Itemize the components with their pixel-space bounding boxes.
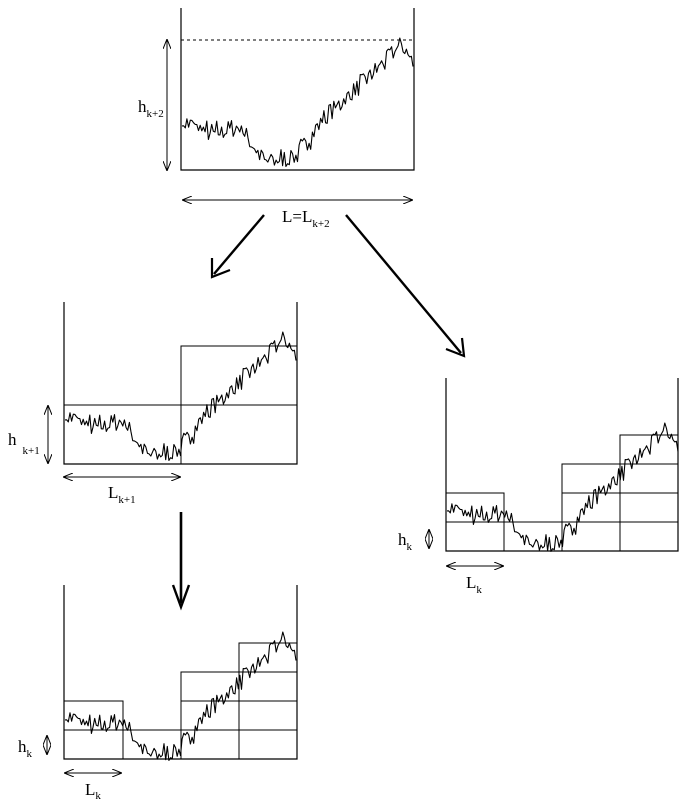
middle-boxes <box>63 345 298 465</box>
middle-height-label: hk+1 <box>8 430 40 457</box>
flow-arrows <box>171 214 466 611</box>
right-box <box>561 463 621 494</box>
middle-panel: hk+1 Lk+1 <box>8 302 298 506</box>
bottom-box <box>238 642 298 673</box>
right-box <box>619 492 679 523</box>
bottom-rough-profile <box>64 631 297 761</box>
top-length-label: L=Lk+2 <box>282 207 330 230</box>
right-box <box>619 463 679 494</box>
bottom-boxes <box>63 642 298 760</box>
arrow-to-right-panel <box>345 214 466 358</box>
bottom-box <box>238 729 298 760</box>
bottom-panel: hk Lk <box>18 585 298 800</box>
bottom-box <box>238 671 298 702</box>
middle-box <box>180 345 298 406</box>
top-rough-profile <box>181 37 414 167</box>
top-panel: hk+2 L=Lk+2 <box>138 8 415 230</box>
right-height-label: hk <box>398 530 413 553</box>
bottom-box <box>63 729 124 760</box>
bottom-box <box>180 729 240 760</box>
middle-rough-profile <box>64 331 297 461</box>
bottom-length-label: Lk <box>85 780 101 800</box>
right-box <box>445 521 505 552</box>
right-box <box>619 521 679 552</box>
middle-length-label: Lk+1 <box>108 483 136 506</box>
bottom-box <box>63 700 124 731</box>
right-length-label: Lk <box>466 573 482 596</box>
bottom-box <box>238 700 298 731</box>
right-boxes <box>445 434 679 552</box>
right-rough-profile <box>446 422 679 552</box>
top-height-label: hk+2 <box>138 97 164 120</box>
right-panel: hk Lk <box>398 378 679 596</box>
right-box <box>445 492 505 523</box>
top-panel-frame <box>180 8 415 171</box>
arrow-to-middle-panel <box>210 214 265 279</box>
middle-box <box>180 404 298 465</box>
bottom-height-label: hk <box>18 737 33 760</box>
arrow-to-bottom-panel <box>171 512 191 611</box>
middle-box <box>63 404 182 465</box>
